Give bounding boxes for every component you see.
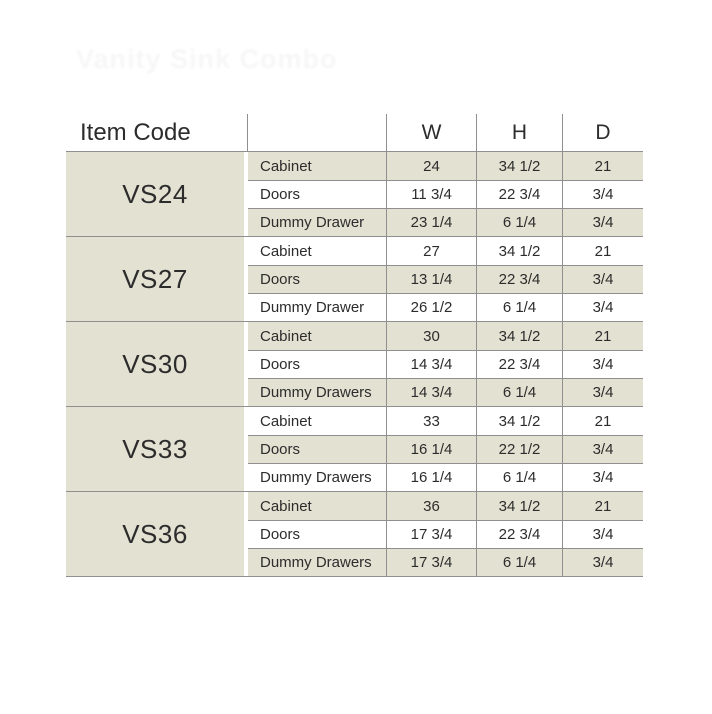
cell-d: 21 xyxy=(594,412,612,430)
row-label: Cabinet xyxy=(248,237,387,265)
cell-w: 16 1/4 xyxy=(387,463,477,491)
cell-h: 22 1/2 xyxy=(477,435,563,463)
row-label: Cabinet xyxy=(248,322,387,350)
cell-h: 22 3/4 xyxy=(477,350,563,378)
cell-w: 17 3/4 xyxy=(387,548,477,576)
group-vs36: VS36 Cabinet 36 34 1/2 21 Doors 17 3/4 2… xyxy=(66,491,643,576)
cell-h: 22 3/4 xyxy=(477,265,563,293)
height-column-header: H xyxy=(477,114,563,151)
table-header-row: Item Code W H D xyxy=(66,114,643,151)
cell-d: 3/4 xyxy=(563,265,643,293)
cell-h: 6 1/4 xyxy=(477,378,563,406)
cell-h: 6 1/4 xyxy=(477,208,563,236)
cell-d: 3/4 xyxy=(563,548,643,576)
cell-h: 22 3/4 xyxy=(477,180,563,208)
group-vs33: VS33 Cabinet 33 34 1/2 21 Doors 16 1/4 2… xyxy=(66,406,643,491)
cell-h: 34 1/2 xyxy=(477,492,563,520)
cell-w: 14 3/4 xyxy=(387,378,477,406)
item-code-cell: VS30 xyxy=(66,322,248,406)
cell-h: 22 3/4 xyxy=(477,520,563,548)
cell-d: 21 xyxy=(563,322,643,350)
cell-h: 6 1/4 xyxy=(477,463,563,491)
row-label: Dummy Drawer xyxy=(248,293,387,321)
depth-column-header: D xyxy=(595,120,611,144)
row-label: Doors xyxy=(248,350,387,378)
row-label: Doors xyxy=(248,180,387,208)
group-vs24: VS24 Cabinet 24 34 1/2 21 Doors 11 3/4 2… xyxy=(66,151,643,236)
row-label: Cabinet xyxy=(248,407,387,435)
item-code-cell: VS33 xyxy=(66,407,248,491)
part-column-header xyxy=(248,114,387,151)
row-label: Doors xyxy=(248,265,387,293)
cell-w: 13 1/4 xyxy=(387,265,477,293)
item-code-cell: VS27 xyxy=(66,237,248,321)
dimension-spec-table: Item Code W H D VS24 Cabinet 24 34 1/2 2… xyxy=(66,114,643,577)
row-label: Dummy Drawer xyxy=(248,208,387,236)
cell-d: 3/4 xyxy=(563,378,643,406)
group-vs27: VS27 Cabinet 27 34 1/2 21 Doors 13 1/4 2… xyxy=(66,236,643,321)
cell-w: 17 3/4 xyxy=(387,520,477,548)
cell-w: 30 xyxy=(387,322,477,350)
row-label: Doors xyxy=(248,435,387,463)
width-column-header: W xyxy=(387,114,477,151)
cell-w: 23 1/4 xyxy=(387,208,477,236)
item-code-column-header: Item Code xyxy=(66,114,248,151)
cell-w: 24 xyxy=(387,152,477,180)
row-label: Doors xyxy=(248,520,387,548)
cell-w: 14 3/4 xyxy=(387,350,477,378)
ghost-title: Vanity Sink Combo xyxy=(76,44,338,74)
cell-w: 26 1/2 xyxy=(387,293,477,321)
cell-d: 3/4 xyxy=(563,435,643,463)
cell-d: 3/4 xyxy=(563,208,643,236)
cell-d: 3/4 xyxy=(563,180,643,208)
cell-h: 6 1/4 xyxy=(477,293,563,321)
cell-h: 34 1/2 xyxy=(477,237,563,265)
cell-d: 3/4 xyxy=(563,520,643,548)
row-label: Cabinet xyxy=(248,152,387,180)
row-label: Dummy Drawers xyxy=(248,463,387,491)
item-code-cell: VS36 xyxy=(66,492,248,576)
cell-w: 33 xyxy=(387,407,477,435)
cell-h: 34 1/2 xyxy=(477,322,563,350)
cell-h: 34 1/2 xyxy=(477,152,563,180)
cell-w: 11 3/4 xyxy=(387,180,477,208)
cell-w: 16 1/4 xyxy=(387,435,477,463)
cell-d: 21 xyxy=(563,152,643,180)
cell-d: 3/4 xyxy=(563,293,643,321)
row-label: Cabinet xyxy=(248,492,387,520)
cell-w: 36 xyxy=(387,492,477,520)
cell-h: 6 1/4 xyxy=(477,548,563,576)
cell-d: 3/4 xyxy=(563,463,643,491)
row-label: Dummy Drawers xyxy=(248,548,387,576)
row-label: Dummy Drawers xyxy=(248,378,387,406)
cell-d: 21 xyxy=(594,242,612,260)
cell-d: 21 xyxy=(563,492,643,520)
cell-w: 27 xyxy=(387,237,477,265)
cell-d: 3/4 xyxy=(563,350,643,378)
group-vs30: VS30 Cabinet 30 34 1/2 21 Doors 14 3/4 2… xyxy=(66,321,643,406)
cell-h: 34 1/2 xyxy=(477,407,563,435)
item-code-cell: VS24 xyxy=(66,152,248,236)
